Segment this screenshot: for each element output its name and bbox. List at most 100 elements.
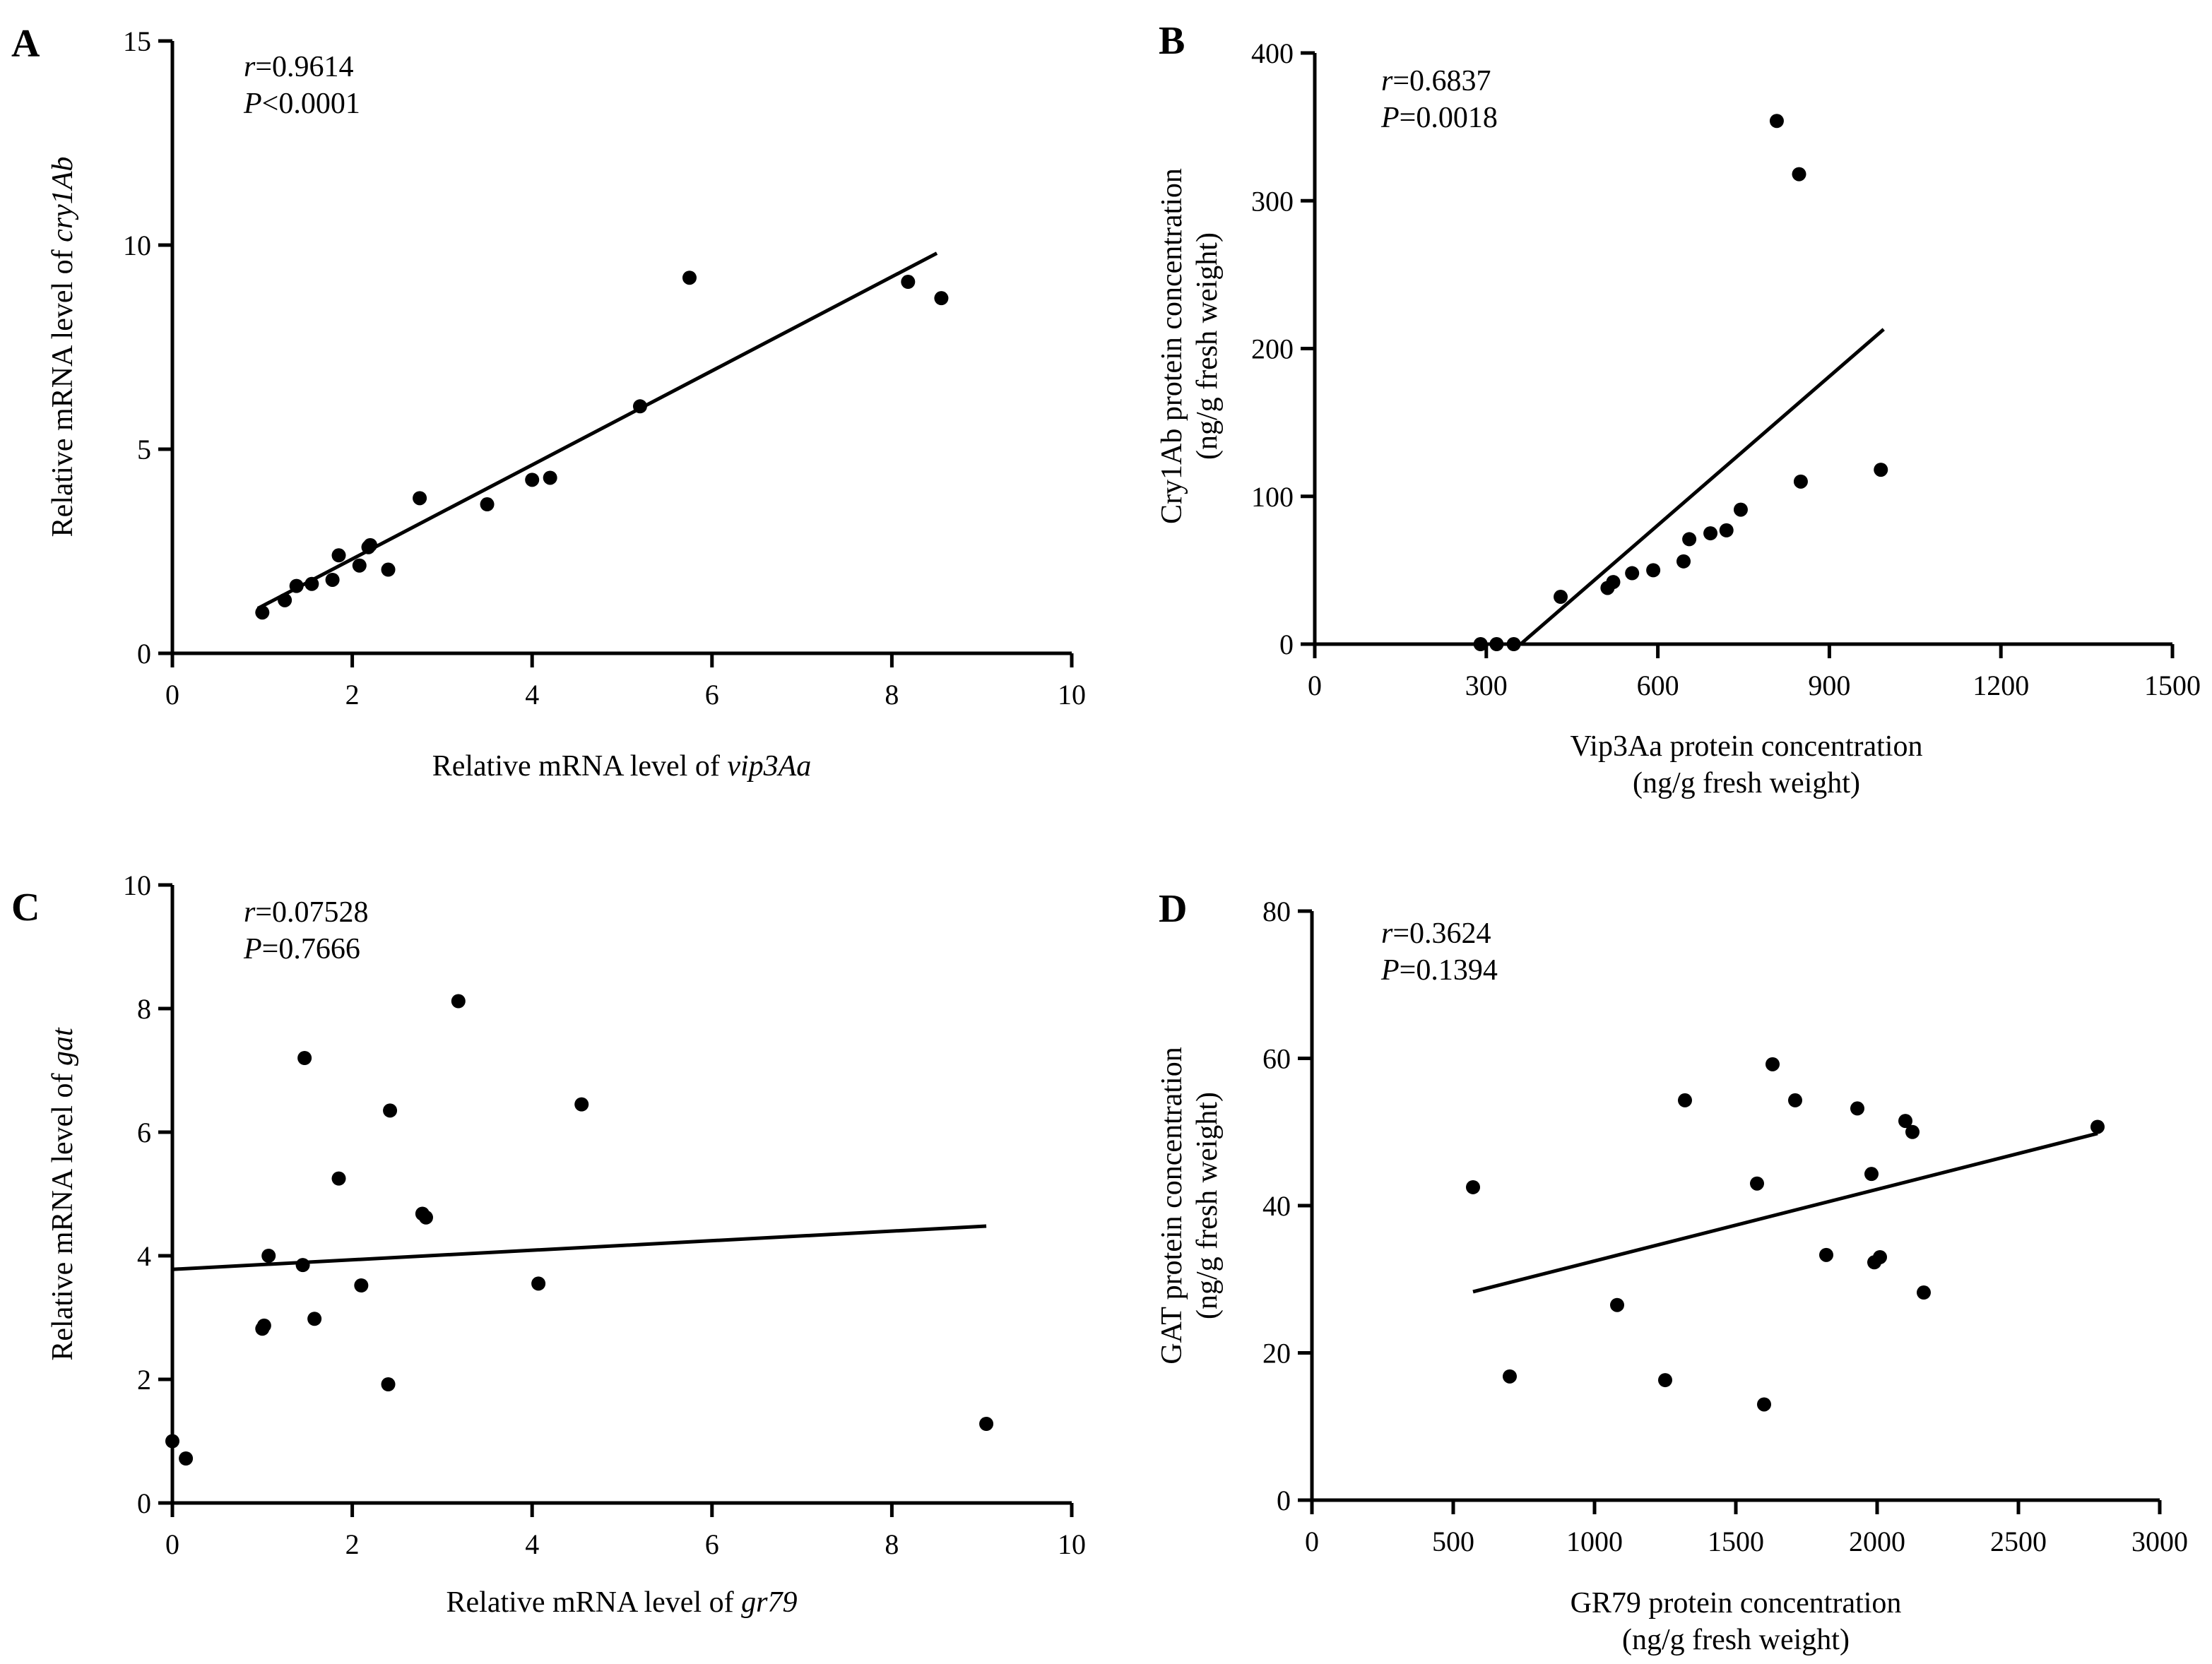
stat-p-value: =0.7666: [262, 933, 360, 965]
data-point: [1646, 563, 1661, 578]
x-tick-label: 2500: [1990, 1526, 2047, 1557]
data-point: [901, 275, 916, 290]
data-point: [1873, 1249, 1887, 1264]
x-tick-label: 0: [1308, 670, 1322, 701]
y-axis-label-gene: cry1Ab: [47, 157, 79, 242]
y-axis-label-units: (ng/g fresh weight): [1191, 1092, 1224, 1319]
regression-line: [256, 251, 938, 610]
stat-p-symbol: P: [243, 933, 262, 965]
data-point: [1750, 1176, 1764, 1191]
x-tick-label: 6: [705, 1528, 719, 1560]
y-tick-label: 10: [123, 869, 151, 901]
data-point: [1473, 637, 1488, 651]
x-tick-label: 1000: [1566, 1526, 1623, 1557]
regression-line: [1472, 1131, 2098, 1294]
stat-r-value: =0.9614: [255, 51, 353, 83]
data-point: [1554, 590, 1568, 605]
y-axis-label: Relative mRNA level of cry1Ab: [47, 157, 79, 537]
y-axis-label-gene: gat: [47, 1027, 79, 1066]
x-tick-label: 0: [165, 679, 179, 711]
y-tick-label: 8: [137, 993, 151, 1025]
x-axis-label: Vip3Aa protein concentration: [1571, 730, 1923, 763]
stat-r-symbol: r: [1381, 65, 1393, 97]
data-point: [331, 548, 346, 563]
y-tick-label: 15: [123, 25, 151, 57]
data-point: [1658, 1373, 1672, 1388]
y-axis-label: GAT protein concentration: [1156, 1047, 1188, 1364]
y-axis-label-units: (ng/g fresh weight): [1191, 232, 1224, 460]
panel-letter: D: [1159, 887, 1187, 931]
data-point: [451, 994, 466, 1009]
data-point: [179, 1451, 194, 1466]
data-point: [418, 1210, 433, 1225]
stat-r-symbol: r: [1381, 917, 1393, 950]
x-axis-label-text: Relative mRNA level of: [432, 750, 728, 783]
y-axis-label-text: Cry1Ab protein concentration: [1156, 168, 1188, 524]
data-point: [632, 399, 647, 414]
x-tick-label: 2: [345, 1528, 360, 1560]
x-axis-label-text: Relative mRNA level of: [446, 1586, 742, 1619]
data-point: [1733, 502, 1748, 517]
data-point: [289, 578, 304, 593]
data-point: [255, 605, 270, 620]
data-point: [304, 576, 319, 591]
panel-letter: B: [1159, 19, 1185, 63]
panel-a: A 0 2 4 6 8 10 0 5 10 15 Relative mRNA level of vip…: [11, 22, 1086, 783]
data-point: [574, 1097, 589, 1112]
x-tick-label: 0: [165, 1528, 179, 1560]
panel-b: B 0 300 600 900 1200 1500 0 100 200 300 400 Vip3Aa p…: [1156, 19, 2201, 800]
stat-p-value: =0.1394: [1400, 954, 1498, 987]
data-point: [381, 562, 396, 577]
data-point: [413, 491, 427, 506]
data-point: [1506, 637, 1521, 651]
x-axis-label: GR79 protein concentration: [1571, 1587, 1902, 1620]
stat-r-value: =0.07528: [255, 896, 368, 929]
data-point: [543, 470, 557, 485]
stat-p: P<0.0001: [243, 88, 360, 120]
x-axis-label-text: Vip3Aa protein concentration: [1571, 730, 1923, 763]
y-axis-label-text: GAT protein concentration: [1156, 1047, 1188, 1364]
y-tick-label: 5: [137, 434, 151, 465]
data-point: [278, 593, 292, 607]
stat-r: r=0.3624: [1381, 917, 1491, 950]
x-tick-label: 8: [885, 1528, 899, 1560]
x-tick-label: 4: [525, 1528, 539, 1560]
y-tick-label: 0: [137, 638, 151, 670]
y-axis-label-text: Relative mRNA level of: [47, 242, 79, 537]
y-tick-label: 400: [1251, 37, 1294, 69]
x-axis-label: Relative mRNA level of gr79: [446, 1586, 798, 1619]
y-tick-label: 0: [1279, 629, 1294, 660]
x-tick-label: 1200: [1973, 670, 2029, 701]
x-tick-label: 8: [885, 679, 899, 711]
data-point: [1682, 532, 1697, 547]
data-point: [256, 1318, 271, 1333]
x-axis-label-units: (ng/g fresh weight): [1633, 767, 1860, 800]
data-point: [1874, 463, 1888, 477]
x-tick-label: 2: [345, 679, 360, 711]
data-point: [1466, 1179, 1480, 1194]
data-point: [1769, 114, 1784, 129]
data-point: [1898, 1114, 1912, 1129]
panel-c: C 0 2 4 6 8 10 0 2 4 6 8 10 Relative mRNA level of gr…: [11, 869, 1086, 1619]
x-tick-label: 900: [1808, 670, 1850, 701]
data-point: [1788, 1093, 1802, 1107]
stat-r-symbol: r: [244, 896, 256, 929]
data-point: [1766, 1057, 1780, 1071]
data-point: [480, 497, 495, 512]
x-tick-label: 1500: [1708, 1526, 1764, 1557]
y-tick-label: 4: [137, 1240, 151, 1272]
data-point: [1606, 575, 1621, 590]
x-tick-label: 0: [1305, 1526, 1319, 1557]
stat-p-value: =0.0018: [1400, 102, 1498, 134]
y-tick-label: 0: [1277, 1485, 1291, 1516]
stat-p-symbol: P: [1380, 954, 1400, 987]
data-point: [352, 558, 367, 573]
stat-p: P=0.0018: [1380, 102, 1498, 134]
x-tick-label: 2000: [1849, 1526, 1905, 1557]
data-point: [331, 1171, 346, 1186]
stat-p: P=0.7666: [243, 933, 360, 965]
y-tick-label: 0: [137, 1487, 151, 1519]
y-axis-label-text: Relative mRNA level of: [47, 1066, 79, 1361]
x-axis-label-gene: gr79: [741, 1586, 797, 1619]
